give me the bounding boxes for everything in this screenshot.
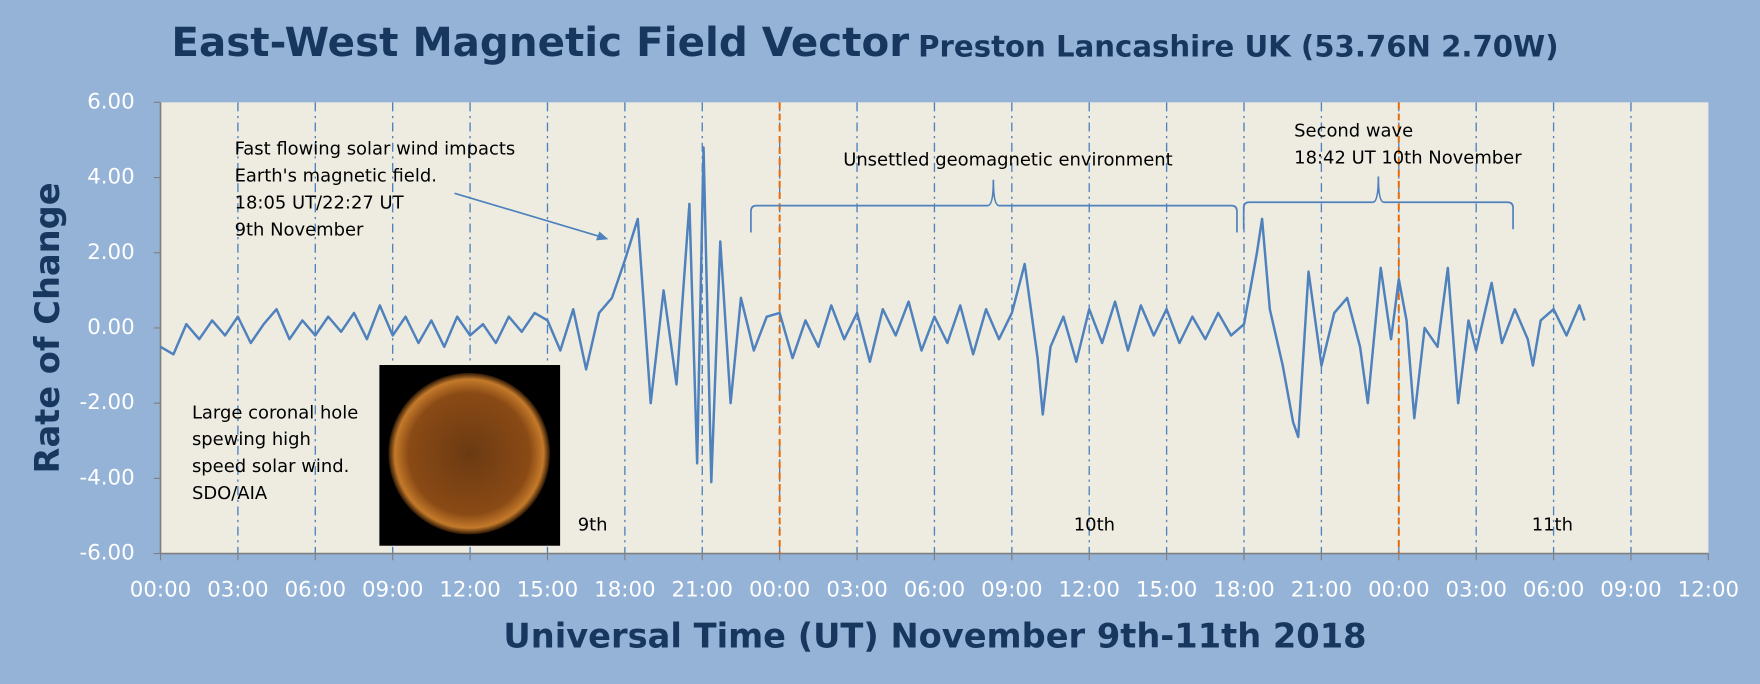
chart-title: East-West Magnetic Field Vector [171, 18, 909, 66]
day-label: 10th [1074, 515, 1115, 536]
y-axis-title: Rate of Change [28, 182, 67, 473]
x-tick-label: 15:00 [517, 578, 578, 603]
x-tick-label: 15:00 [1136, 578, 1197, 603]
x-tick-label: 18:00 [1213, 578, 1274, 603]
y-tick-label: -2.00 [80, 390, 135, 415]
x-tick-label: 06:00 [1523, 578, 1584, 603]
x-tick-label: 03:00 [1445, 578, 1506, 603]
annotation: 18:42 UT 10th November [1294, 147, 1522, 168]
annotation: SDO/AIA [192, 483, 268, 504]
x-tick-label: 03:00 [207, 578, 268, 603]
bracket [1242, 176, 1514, 230]
x-tick-label: 12:00 [1059, 578, 1120, 603]
y-tick-label: 4.00 [87, 165, 134, 190]
annotation: 9th November [235, 219, 364, 240]
x-tick-label: 09:00 [981, 578, 1042, 603]
annotation: 18:05 UT/22:27 UT [235, 192, 405, 213]
y-tick-label: -6.00 [80, 541, 135, 566]
x-tick-label: 00:00 [749, 578, 810, 603]
x-tick-label: 03:00 [826, 578, 887, 603]
day-label: 11th [1532, 515, 1573, 536]
arrow-head [596, 231, 609, 241]
y-tick-label: 6.00 [87, 89, 134, 114]
annotation-arrow [454, 192, 602, 238]
x-tick-label: 21:00 [672, 578, 733, 603]
annotations: 9th 10th 11th Fast flowing solar wind impac… [192, 121, 1573, 536]
x-tick-label: 12:00 [439, 578, 500, 603]
x-axis-title: Universal Time (UT) November 9th-11th 20… [503, 616, 1366, 655]
y-tick-label: 2.00 [87, 240, 134, 265]
x-tick-label: 06:00 [285, 578, 346, 603]
data-line [159, 146, 1586, 484]
annotation: Second wave [1294, 121, 1413, 142]
annotation: Fast flowing solar wind impacts [235, 139, 516, 160]
annotation: Unsettled geomagnetic environment [843, 150, 1173, 171]
x-tick-label: 12:00 [1678, 578, 1739, 603]
sun-disc [388, 372, 550, 535]
x-tick-label: 09:00 [362, 578, 423, 603]
grid: -6.00 -4.00 -2.00 0.00 2.00 4.00 6.00 00:00 03:0… [80, 89, 1740, 602]
x-tick-label: 21:00 [1291, 578, 1352, 603]
annotation: spewing high [192, 429, 311, 450]
x-tick-label: 00:00 [1368, 578, 1429, 603]
annotation: speed solar wind. [192, 456, 349, 477]
bracket [750, 179, 1238, 233]
annotation: Earth's magnetic field. [235, 165, 437, 186]
y-tick-label: -4.00 [80, 465, 135, 490]
y-tick-label: 0.00 [87, 315, 134, 340]
x-tick-label: 09:00 [1600, 578, 1661, 603]
x-tick-label: 00:00 [130, 578, 191, 603]
plot [159, 146, 1586, 484]
x-tick-label: 18:00 [594, 578, 655, 603]
chart-subtitle: Preston Lancashire UK (53.76N 2.70W) [918, 29, 1558, 63]
x-tick-label: 06:00 [904, 578, 965, 603]
annotation: Large coronal hole [192, 402, 358, 423]
day-label: 9th [578, 515, 608, 536]
